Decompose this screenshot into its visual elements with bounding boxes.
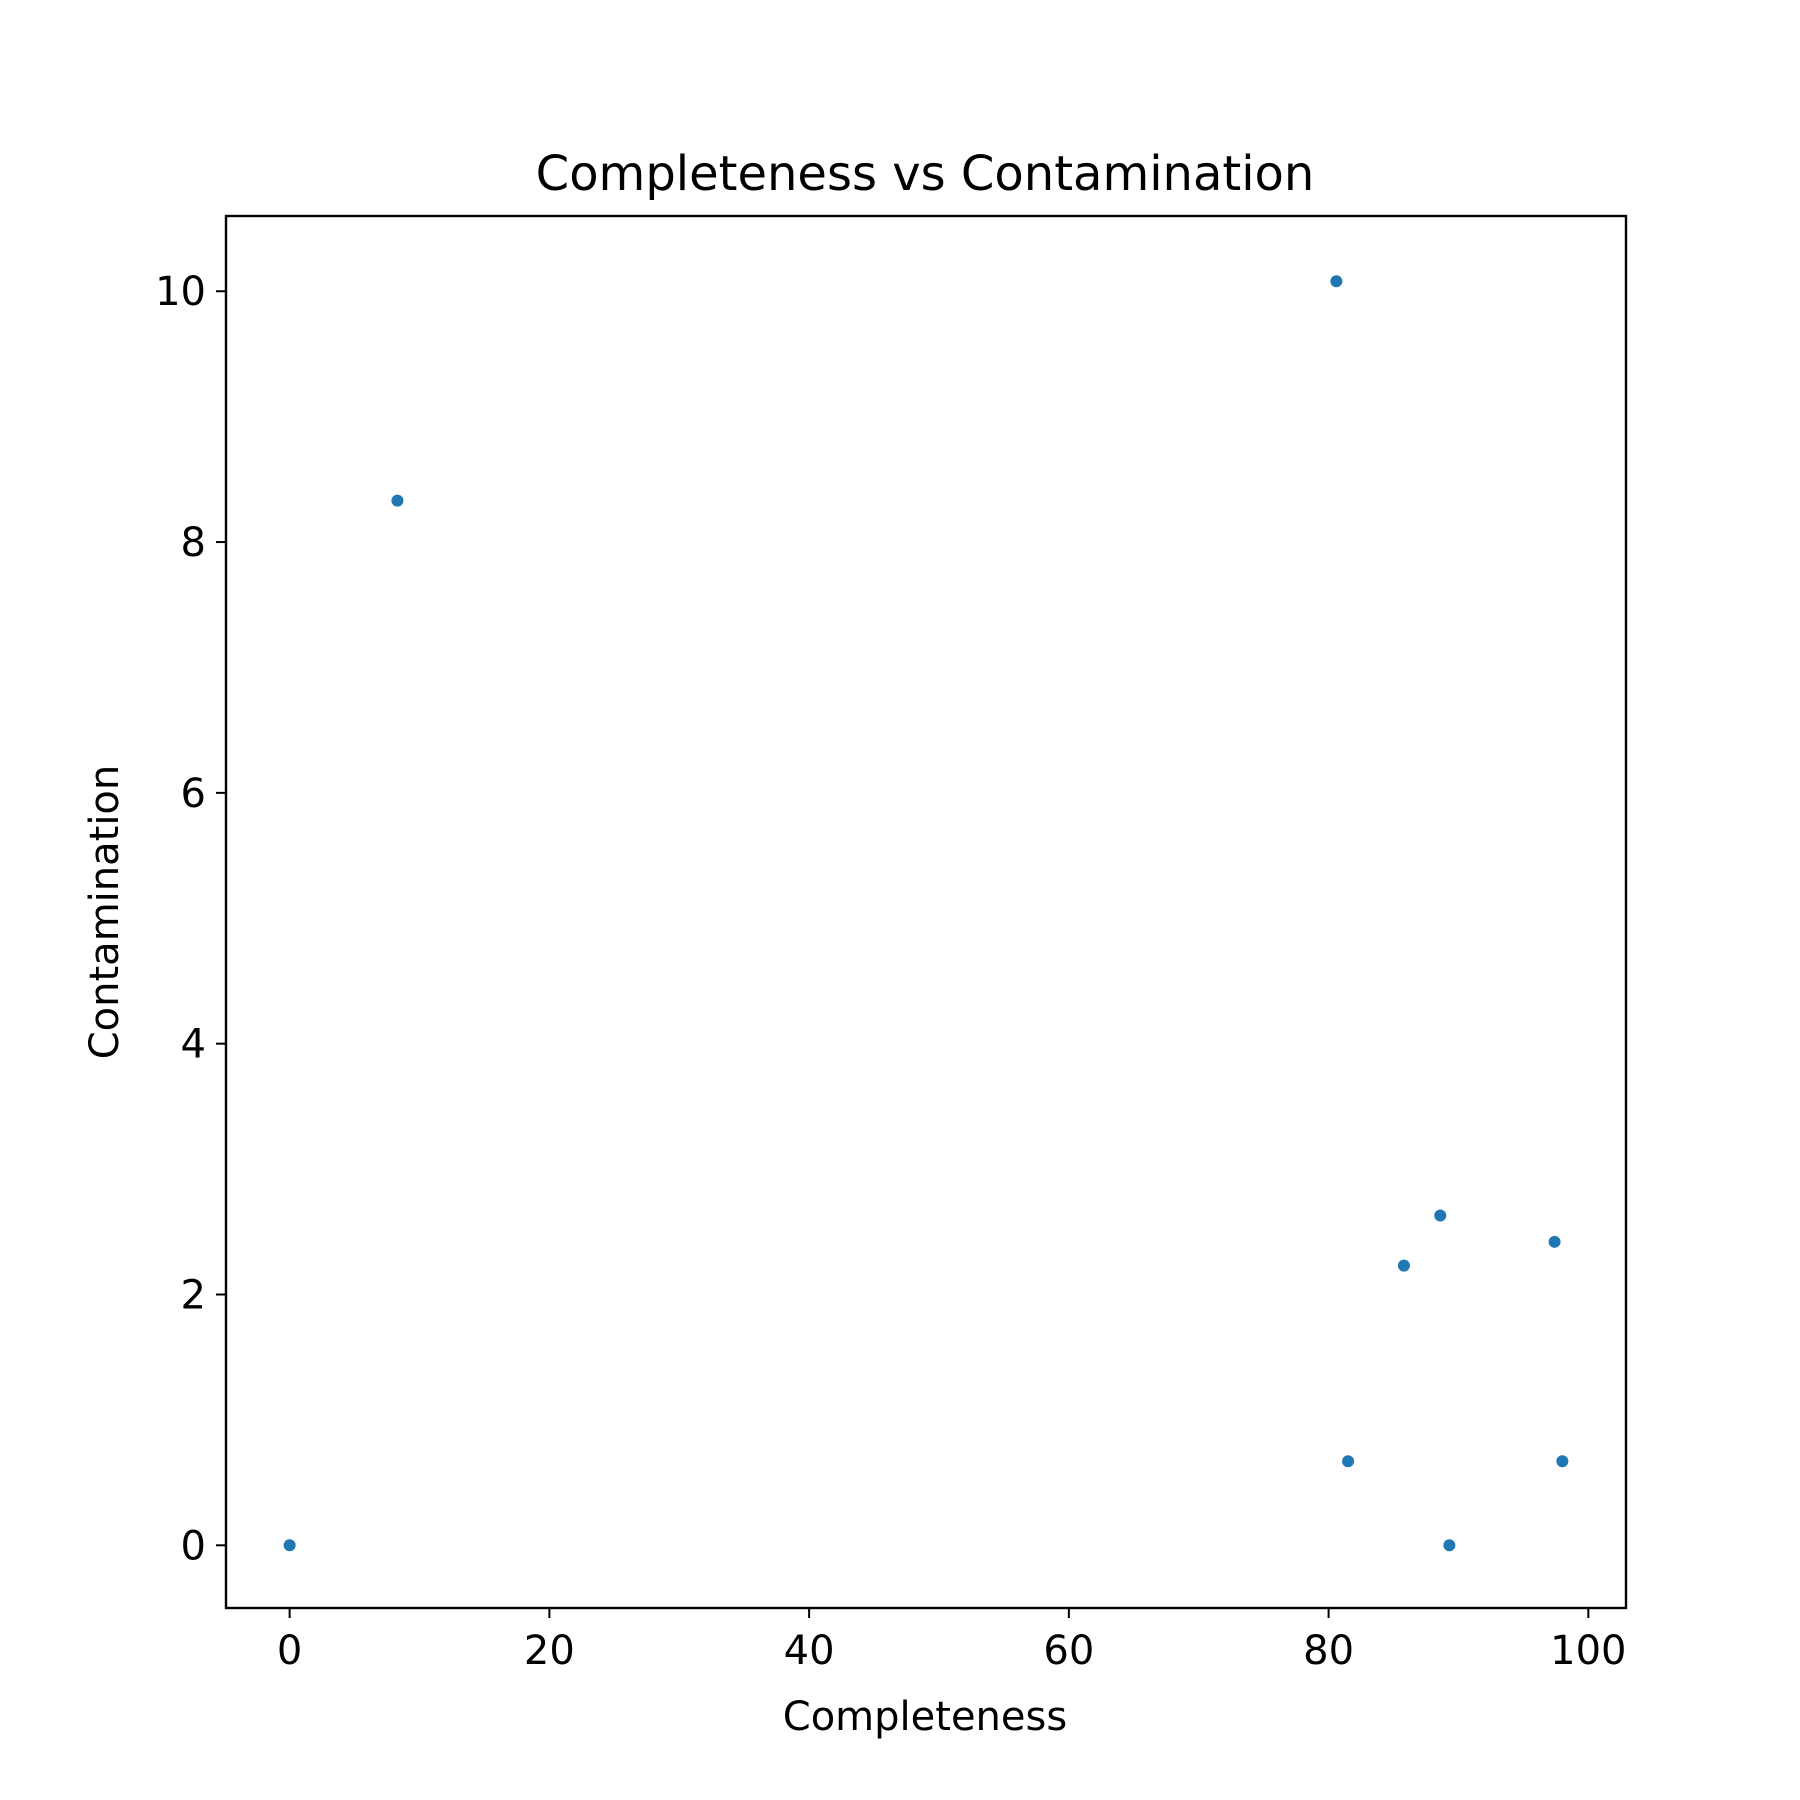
y-tick-label: 10: [155, 269, 206, 315]
x-axis-label: Completeness: [783, 1694, 1067, 1740]
data-point: [1397, 1259, 1410, 1272]
data-point: [283, 1539, 296, 1552]
data-point: [391, 494, 404, 507]
y-tick-label: 4: [181, 1022, 206, 1068]
y-axis-label: Contamination: [82, 765, 128, 1060]
y-tick-label: 0: [181, 1523, 206, 1569]
x-tick-label: 20: [524, 1628, 575, 1674]
x-tick-label: 0: [277, 1628, 302, 1674]
data-point: [1443, 1539, 1456, 1552]
x-tick-label: 60: [1043, 1628, 1094, 1674]
data-points: [283, 275, 1569, 1552]
x-tick-label: 40: [784, 1628, 835, 1674]
plot-area: 0 20 40 60 80 100 0 2 4 6 8 10: [155, 214, 1628, 1674]
y-tick-label: 6: [181, 771, 206, 817]
data-point: [1330, 275, 1343, 288]
data-point: [1434, 1209, 1447, 1222]
x-axis-ticks: 0 20 40 60 80 100: [277, 1608, 1627, 1674]
y-axis-ticks: 0 2 4 6 8 10: [155, 269, 226, 1569]
y-tick-label: 2: [181, 1272, 206, 1318]
data-point: [1548, 1235, 1561, 1248]
x-tick-label: 80: [1303, 1628, 1354, 1674]
y-tick-label: 8: [181, 520, 206, 566]
axes-frame: [224, 214, 1628, 1610]
chart-title: Completeness vs Contamination: [536, 146, 1315, 202]
data-point: [1342, 1455, 1355, 1468]
data-point: [1556, 1455, 1569, 1468]
x-tick-label: 100: [1550, 1628, 1626, 1674]
